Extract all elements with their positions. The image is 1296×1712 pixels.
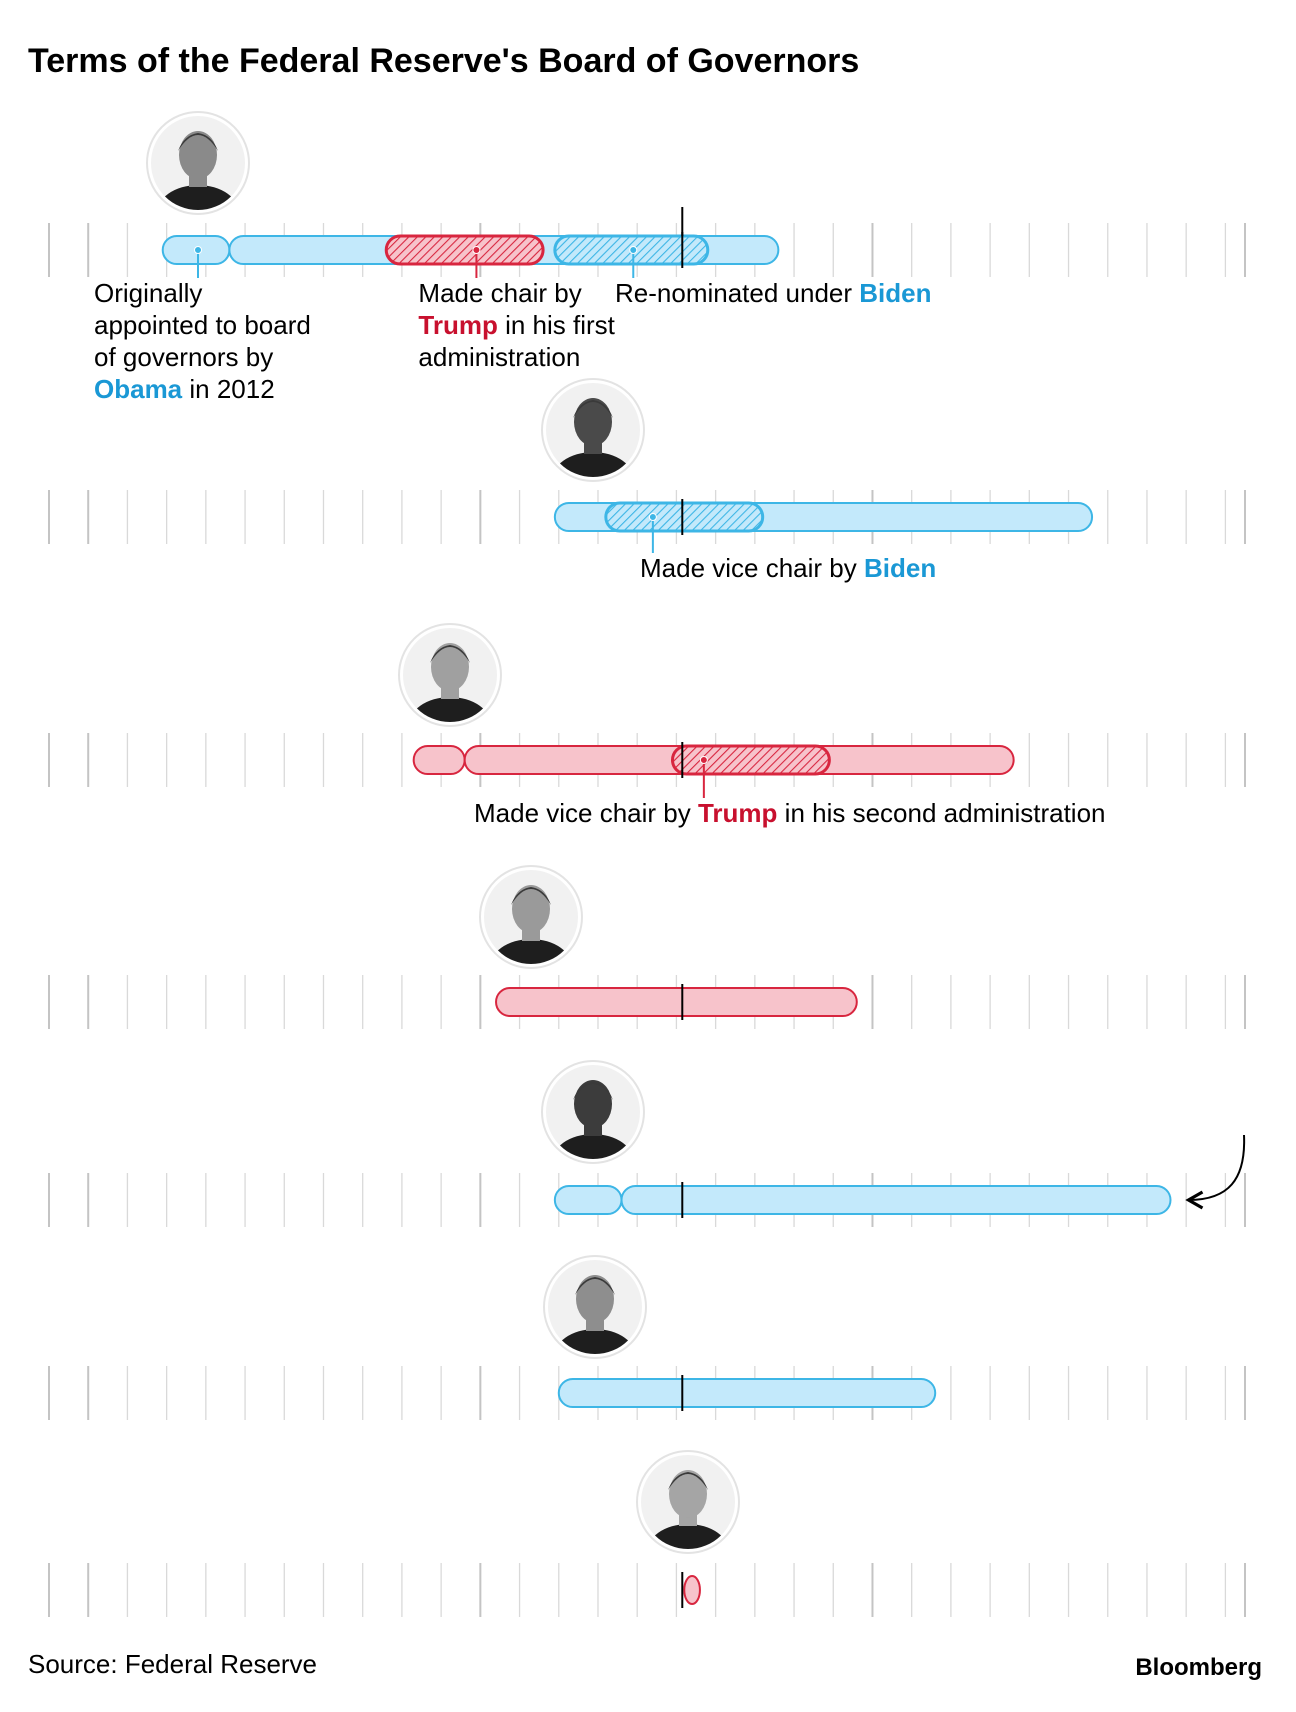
- annotation-run: in 2012: [182, 374, 275, 404]
- annotation-run: Made vice chair by: [474, 798, 698, 828]
- annotation-run: in his first: [498, 310, 616, 340]
- annotation-run: administration: [418, 342, 580, 372]
- chair-term-bar: [384, 234, 545, 266]
- term-bar: [553, 1185, 623, 1215]
- annotation-run: of governors by: [94, 342, 273, 372]
- annotation-text: Made vice chair by Biden: [640, 553, 936, 583]
- governor-row-1: Made vice chair by Biden: [48, 490, 1246, 583]
- jerome-powell-photo: [146, 111, 250, 215]
- governor-row-6: [48, 1563, 1246, 1617]
- annotation-text: appointed to board: [94, 310, 311, 340]
- annotation-run: Made chair by: [418, 278, 581, 308]
- annotation-run: Biden: [859, 278, 931, 308]
- chair-term-bar: [604, 501, 765, 533]
- chart-title: Terms of the Federal Reserve's Board of …: [28, 42, 859, 80]
- annotation-text: Obama in 2012: [94, 374, 275, 404]
- source-note: Source: Federal Reserve: [28, 1649, 317, 1679]
- christopher-waller-photo: [479, 865, 583, 969]
- side-note-arrow: [1185, 1134, 1246, 1210]
- annotation-run: Obama: [94, 374, 183, 404]
- annotation-dot: [629, 246, 638, 254]
- michelle-bowman-photo: [398, 623, 502, 727]
- annotation-run: Re-nominated under: [615, 278, 859, 308]
- annotation-run: Trump: [698, 798, 777, 828]
- annotation-run: Made vice chair by: [640, 553, 864, 583]
- term-bar: [620, 1185, 1172, 1215]
- annotation-run: Biden: [864, 553, 936, 583]
- bloomberg-logo: Bloomberg: [1135, 1654, 1262, 1681]
- philip-jefferson-photo: [541, 378, 645, 482]
- governor-row-4: [48, 1134, 1246, 1227]
- governor-row-3: [48, 975, 1246, 1029]
- michael-barr-photo: [543, 1255, 647, 1359]
- annotation-dot: [699, 756, 708, 764]
- term-bar: [683, 1575, 701, 1605]
- term-bar: [557, 1378, 937, 1408]
- lisa-cook-photo: [541, 1060, 645, 1164]
- annotation-dot: [472, 246, 481, 254]
- annotation-text: Made chair by: [418, 278, 581, 308]
- annotation-text: Made vice chair by Trump in his second a…: [474, 798, 1106, 828]
- annotation-run: Trump: [418, 310, 497, 340]
- governor-row-2: Made vice chair by Trump in his second a…: [48, 733, 1246, 828]
- annotation-text: administration: [418, 342, 580, 372]
- annotation-run: appointed to board: [94, 310, 311, 340]
- term-bar: [412, 745, 466, 775]
- annotation-dot: [194, 246, 203, 254]
- annotation-run: Originally: [94, 278, 202, 308]
- chair-term-bar: [670, 744, 831, 776]
- stephen-miran-photo: [636, 1450, 740, 1554]
- annotation-text: of governors by: [94, 342, 273, 372]
- governor-row-5: [48, 1366, 1246, 1420]
- term-bar: [495, 987, 858, 1017]
- annotation-text: Re-nominated under Biden: [615, 278, 932, 308]
- annotation-run: in his second administration: [777, 798, 1105, 828]
- annotation-dot: [648, 513, 657, 521]
- annotation-text: Trump in his first: [418, 310, 615, 340]
- annotation-text: Originally: [94, 278, 202, 308]
